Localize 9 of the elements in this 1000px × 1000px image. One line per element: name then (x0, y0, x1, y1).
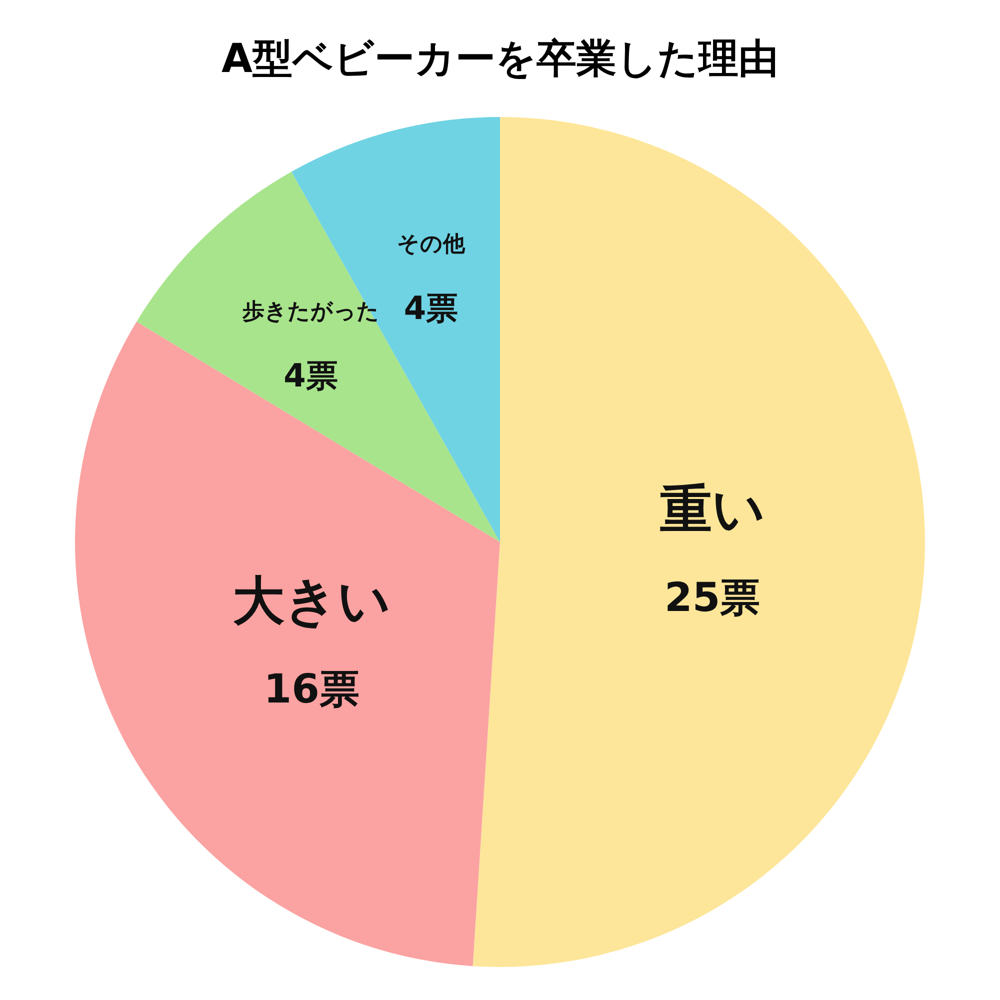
data-label: 16票 (264, 666, 360, 712)
slice-label: 重い (660, 480, 765, 540)
slice-label: 大きい (232, 571, 391, 632)
slice-label: その他 (397, 232, 466, 257)
data-label: 4票 (284, 356, 338, 395)
slice-label: 歩きたがった (241, 300, 380, 325)
data-label: 25票 (664, 574, 760, 621)
chart-title: A型ベビーカーを卒業した理由 (222, 36, 778, 82)
data-label: 4票 (404, 288, 458, 327)
